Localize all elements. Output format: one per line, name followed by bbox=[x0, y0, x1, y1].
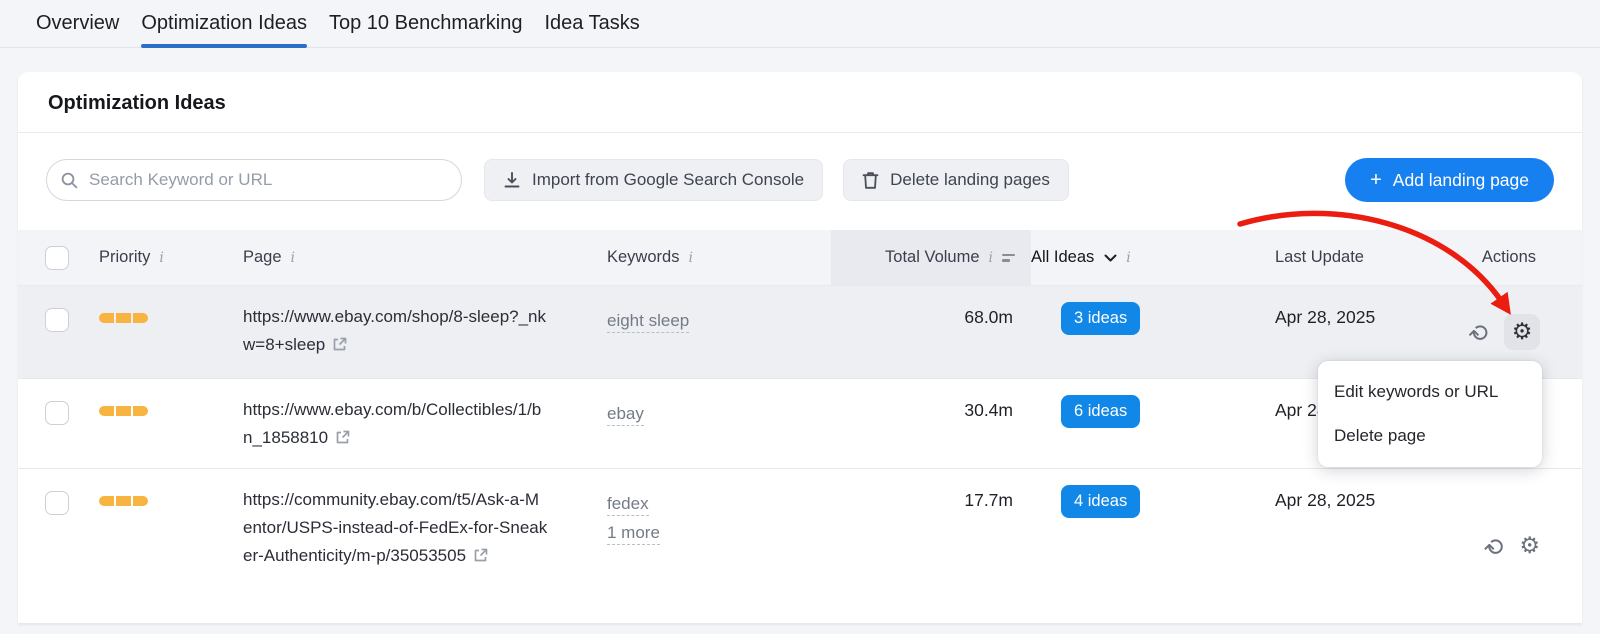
sort-desc-icon[interactable] bbox=[1002, 253, 1015, 262]
header-page: Page i bbox=[243, 248, 607, 267]
priority-bars-3of3 bbox=[99, 496, 148, 506]
priority-indicator bbox=[99, 379, 243, 416]
page-url-cell: https://www.ebay.com/b/Collectibles/1/bn… bbox=[243, 379, 607, 455]
ideas-cell: 4 ideas bbox=[1031, 469, 1241, 518]
keywords-cell: fedex 1 more bbox=[607, 469, 831, 547]
last-update-value: Apr 28, 2025 bbox=[1275, 307, 1376, 327]
import-gsc-button[interactable]: Import from Google Search Console bbox=[484, 159, 824, 201]
external-link-icon[interactable] bbox=[334, 427, 351, 455]
priority-bars-3of3 bbox=[99, 406, 148, 416]
total-volume-value: 17.7m bbox=[964, 490, 1013, 510]
header-keywords: Keywords i bbox=[607, 248, 831, 267]
import-gsc-label: Import from Google Search Console bbox=[532, 170, 805, 189]
refresh-icon[interactable]: ⟲ bbox=[1483, 532, 1504, 560]
toolbar: Import from Google Search Console Delete… bbox=[18, 133, 1582, 230]
total-volume-value: 30.4m bbox=[964, 400, 1013, 420]
keyword-more-link[interactable]: 1 more bbox=[607, 522, 660, 545]
row-settings-button-open[interactable]: ⚙ bbox=[1504, 314, 1540, 350]
table-header-row: Priority i Page i Keywords i Total Volum… bbox=[18, 230, 1582, 286]
header-last-update-label: Last Update bbox=[1275, 248, 1364, 266]
keywords-cell: ebay bbox=[607, 379, 831, 428]
priority-indicator bbox=[99, 286, 243, 323]
keyword-link[interactable]: ebay bbox=[607, 403, 644, 426]
ideas-filter-dropdown[interactable]: All Ideas i bbox=[1031, 248, 1241, 267]
search-icon bbox=[61, 172, 78, 189]
keyword-link[interactable]: eight sleep bbox=[607, 310, 690, 333]
header-actions-label: Actions bbox=[1481, 248, 1536, 266]
search-field-wrap bbox=[46, 159, 462, 201]
row-checkbox[interactable] bbox=[45, 491, 69, 515]
search-input[interactable] bbox=[46, 159, 462, 201]
row-checkbox[interactable] bbox=[45, 401, 69, 425]
header-checkbox-cell bbox=[45, 245, 99, 270]
plus-icon: + bbox=[1370, 169, 1382, 191]
delete-landing-pages-label: Delete landing pages bbox=[890, 170, 1050, 189]
tab-optimization-ideas[interactable]: Optimization Ideas bbox=[141, 0, 307, 48]
page-title: Optimization Ideas bbox=[48, 92, 226, 114]
total-volume-value: 68.0m bbox=[964, 307, 1013, 327]
header-last-update: Last Update bbox=[1241, 248, 1446, 267]
keywords-cell: eight sleep bbox=[607, 286, 831, 335]
keyword-link[interactable]: fedex bbox=[607, 493, 649, 516]
refresh-icon[interactable]: ⟲ bbox=[1467, 318, 1488, 346]
priority-info-icon[interactable]: i bbox=[159, 249, 164, 266]
ideas-info-icon[interactable]: i bbox=[1126, 249, 1131, 266]
tab-overview[interactable]: Overview bbox=[36, 12, 120, 34]
external-link-icon[interactable] bbox=[331, 334, 348, 362]
total-volume-info-icon[interactable]: i bbox=[988, 249, 993, 266]
gear-icon[interactable]: ⚙ bbox=[1519, 532, 1540, 559]
page-url: https://www.ebay.com/b/Collectibles/1/bn… bbox=[243, 400, 542, 447]
row-checkbox-cell bbox=[45, 379, 99, 425]
gear-icon: ⚙ bbox=[1511, 318, 1533, 345]
header-page-label: Page bbox=[243, 248, 282, 266]
header-priority-label: Priority bbox=[99, 248, 151, 266]
header-total-volume[interactable]: Total Volume i bbox=[831, 230, 1031, 285]
header-priority: Priority i bbox=[99, 248, 243, 267]
ideas-badge[interactable]: 3 ideas bbox=[1061, 302, 1141, 335]
ideas-badge[interactable]: 4 ideas bbox=[1061, 485, 1141, 518]
table-row: https://community.ebay.com/t5/Ask-a-Ment… bbox=[18, 469, 1582, 624]
trash-icon bbox=[862, 171, 879, 189]
download-icon bbox=[504, 172, 520, 188]
ideas-filter-label: All Ideas bbox=[1031, 248, 1095, 266]
row-checkbox-cell bbox=[45, 469, 99, 515]
ideas-cell: 6 ideas bbox=[1031, 379, 1241, 428]
add-landing-page-label: Add landing page bbox=[1392, 169, 1529, 190]
page-url: https://www.ebay.com/shop/8-sleep?_nkw=8… bbox=[243, 307, 547, 354]
external-link-icon[interactable] bbox=[472, 545, 489, 573]
ideas-cell: 3 ideas bbox=[1031, 286, 1241, 335]
delete-landing-pages-button[interactable]: Delete landing pages bbox=[843, 159, 1069, 201]
menu-item-edit-keywords[interactable]: Edit keywords or URL bbox=[1334, 382, 1499, 401]
header-keywords-label: Keywords bbox=[607, 248, 680, 266]
header-actions: Actions bbox=[1446, 248, 1582, 267]
chevron-down-icon bbox=[1104, 254, 1117, 261]
priority-bars-3of3 bbox=[99, 313, 148, 323]
actions-cell: ⟲ ⚙ bbox=[1446, 469, 1582, 623]
menu-item-delete-page[interactable]: Delete page bbox=[1334, 426, 1426, 445]
page-url-cell: https://community.ebay.com/t5/Ask-a-Ment… bbox=[243, 469, 607, 573]
actions-cell: ⟲ ⚙ bbox=[1446, 286, 1582, 378]
page-url: https://community.ebay.com/t5/Ask-a-Ment… bbox=[243, 490, 548, 565]
keywords-info-icon[interactable]: i bbox=[688, 249, 693, 266]
add-landing-page-button[interactable]: + Add landing page bbox=[1345, 158, 1554, 202]
page-info-icon[interactable]: i bbox=[290, 249, 296, 266]
last-update-value: Apr 28, 2025 bbox=[1275, 490, 1376, 510]
ideas-badge[interactable]: 6 ideas bbox=[1061, 395, 1141, 428]
priority-indicator bbox=[99, 469, 243, 506]
tab-idea-tasks[interactable]: Idea Tasks bbox=[544, 12, 640, 34]
select-all-checkbox[interactable] bbox=[45, 245, 69, 270]
panel-header: Optimization Ideas bbox=[18, 72, 1582, 133]
header-total-volume-label: Total Volume bbox=[885, 248, 980, 266]
report-tabbar: Overview Optimization Ideas Top 10 Bench… bbox=[0, 0, 1600, 48]
row-settings-context-menu: Edit keywords or URL Delete page bbox=[1318, 361, 1542, 467]
optimization-ideas-panel: Optimization Ideas Import from Google Se… bbox=[18, 72, 1582, 624]
row-checkbox-cell bbox=[45, 286, 99, 332]
row-checkbox[interactable] bbox=[45, 308, 69, 332]
page-url-cell: https://www.ebay.com/shop/8-sleep?_nkw=8… bbox=[243, 286, 607, 362]
tab-top10-benchmarking[interactable]: Top 10 Benchmarking bbox=[329, 12, 523, 34]
